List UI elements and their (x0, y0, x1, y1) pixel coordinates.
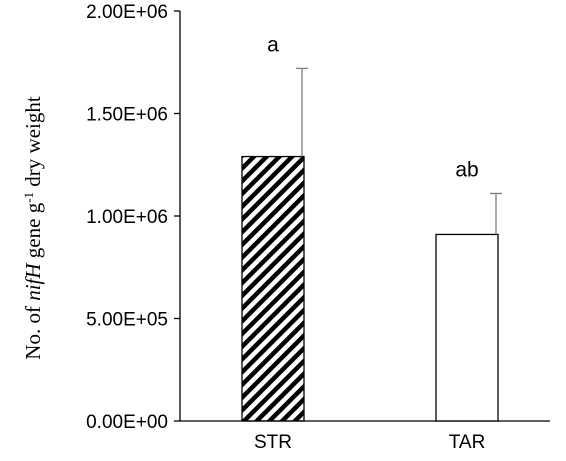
y-tick-label: 0.00E+00 (86, 412, 168, 433)
y-tick-label: 5.00E+05 (86, 310, 168, 331)
significance-label-str: a (267, 33, 279, 56)
bar-str (241, 155, 305, 422)
y-tick-label: 2.00E+06 (86, 2, 168, 23)
y-tick-label: 1.50E+06 (86, 105, 168, 126)
y-axis-title-suffix: dry weight (21, 96, 45, 192)
bar-tar (435, 233, 499, 422)
y-axis: 0.00E+00 5.00E+05 1.00E+06 1.50E+06 2.00E+06 (86, 2, 550, 433)
significance-label-tar: ab (455, 158, 478, 181)
y-axis-title: No. of nifH gene g-1 dry weight (21, 96, 46, 360)
y-axis-title-prefix: No. of (21, 301, 45, 360)
category-label-tar: TAR (449, 432, 486, 453)
category-labels: a STR ab TAR (254, 33, 485, 453)
y-axis-title-gene: nifH (21, 262, 45, 301)
error-bars (296, 67, 502, 235)
y-axis-title-superscript: -1 (21, 192, 36, 203)
y-axis-title-middle: gene g (21, 202, 45, 263)
category-label-str: STR (254, 432, 292, 453)
bars (241, 155, 499, 422)
y-tick-label: 1.00E+06 (86, 207, 168, 228)
